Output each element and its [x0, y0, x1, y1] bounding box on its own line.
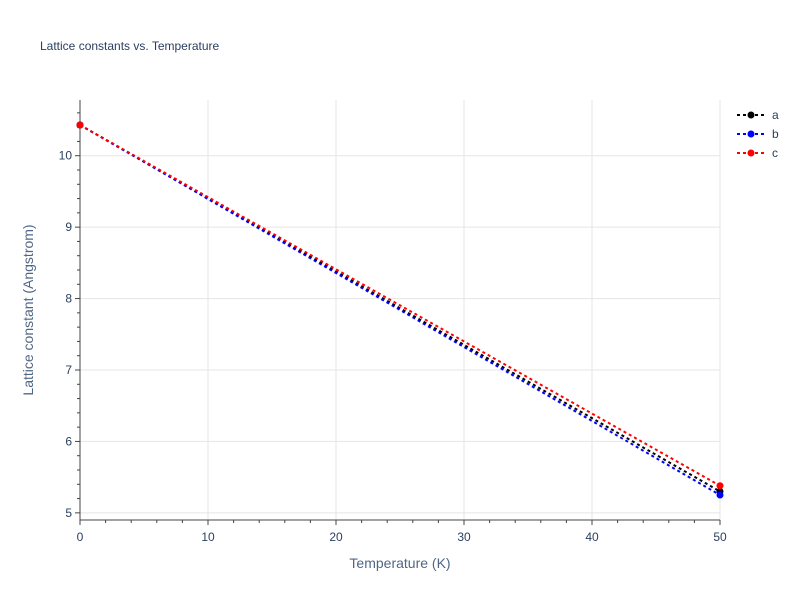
y-tick-label: 9	[65, 220, 72, 234]
tick-labels: 0 10 20 30 40 50 5 6 7 8 9 10	[59, 149, 727, 544]
y-tick-label: 10	[59, 149, 73, 163]
legend-item-a[interactable]: a	[737, 108, 779, 122]
legend-item-b[interactable]: b	[737, 127, 779, 141]
y-tick-label: 6	[65, 434, 72, 448]
legend-label-a: a	[772, 108, 779, 122]
legend-marker-c	[747, 149, 755, 157]
y-tick-label: 8	[65, 292, 72, 306]
data-point-c	[76, 121, 84, 129]
series-line-c	[79, 124, 721, 487]
legend-label-c: c	[772, 146, 778, 160]
x-tick-label: 50	[713, 530, 727, 544]
x-tick-label: 20	[329, 530, 343, 544]
legend[interactable]: abc	[737, 108, 779, 160]
x-tick-label: 0	[77, 530, 84, 544]
legend-label-b: b	[772, 127, 779, 141]
series-line-b	[79, 124, 721, 496]
legend-item-c[interactable]: c	[737, 146, 778, 160]
chart-title: Lattice constants vs. Temperature	[40, 39, 220, 53]
x-tick-label: 30	[457, 530, 471, 544]
axes	[75, 100, 721, 525]
x-tick-label: 40	[585, 530, 599, 544]
data-point-b	[716, 491, 724, 499]
y-tick-label: 7	[65, 363, 72, 377]
x-axis-title: Temperature (K)	[349, 555, 450, 571]
grid	[80, 100, 721, 520]
legend-marker-b	[747, 130, 755, 138]
y-axis-title: Lattice constant (Angstrom)	[20, 224, 36, 395]
legend-marker-a	[747, 111, 755, 119]
series-group	[76, 121, 724, 499]
y-tick-label: 5	[65, 506, 72, 520]
x-tick-label: 10	[201, 530, 215, 544]
data-point-c	[716, 482, 724, 490]
